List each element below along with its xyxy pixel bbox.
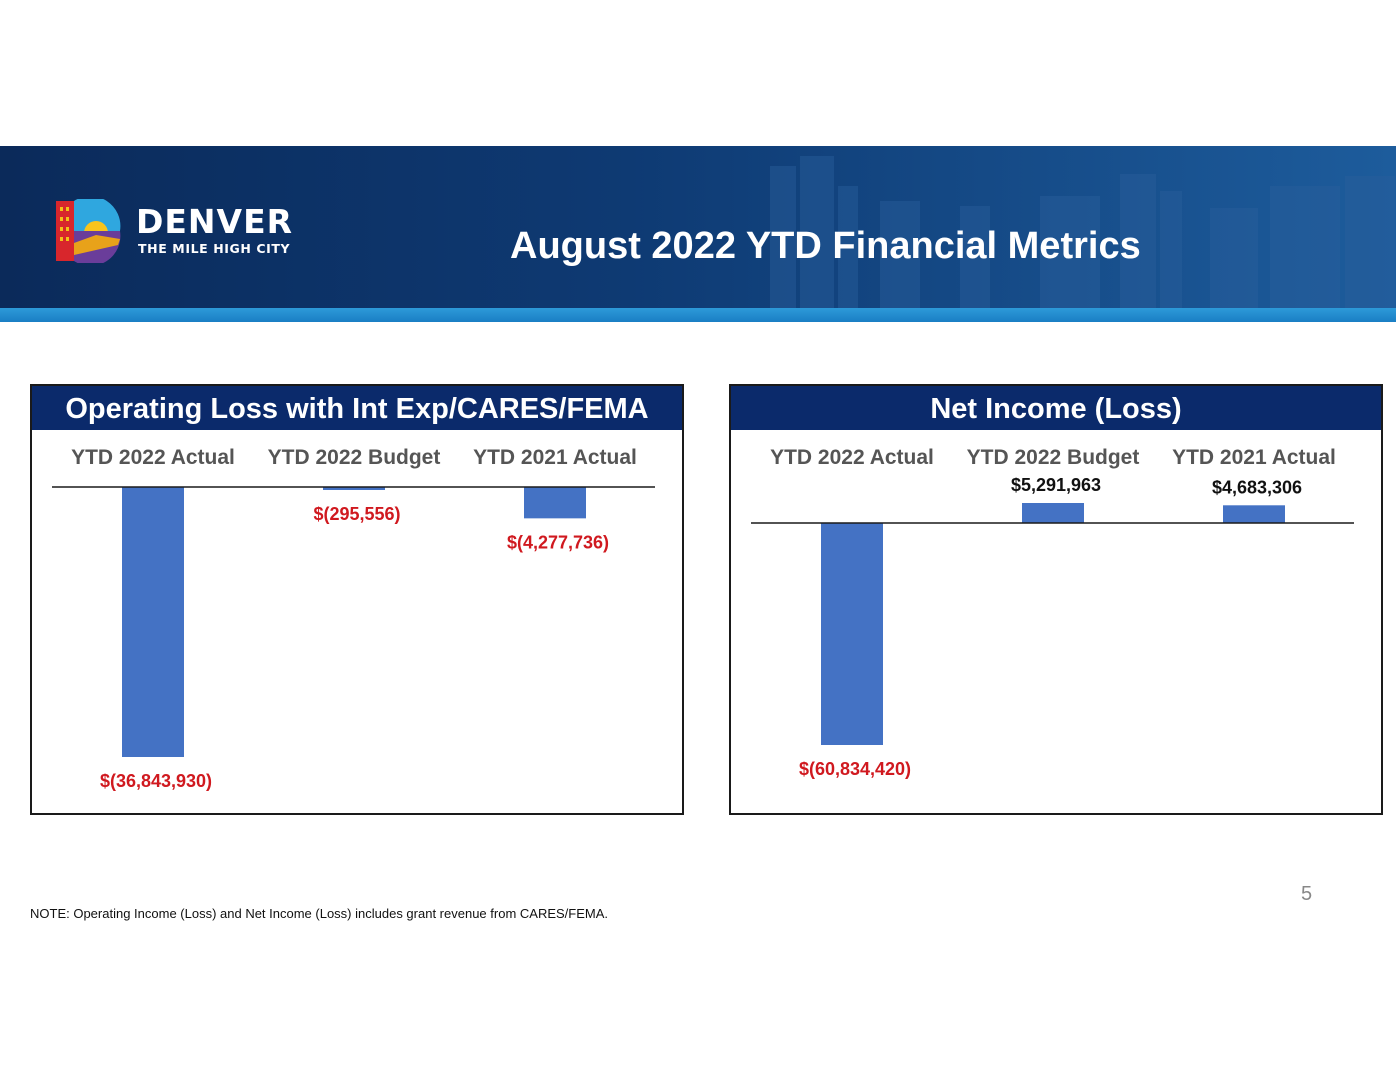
bar bbox=[1223, 505, 1285, 523]
bar bbox=[122, 487, 184, 757]
header-banner bbox=[0, 146, 1396, 308]
chart-title: Net Income (Loss) bbox=[731, 386, 1381, 430]
category-label: YTD 2022 Actual bbox=[770, 446, 934, 469]
category-label: YTD 2021 Actual bbox=[473, 446, 637, 469]
category-label: YTD 2022 Budget bbox=[268, 446, 441, 469]
bar bbox=[323, 487, 385, 490]
page-title: August 2022 YTD Financial Metrics bbox=[510, 225, 1141, 267]
net-income-chart: YTD 2022 Actual YTD 2022 Budget YTD 2021 A… bbox=[751, 446, 1354, 779]
chart-title: Operating Loss with Int Exp/CARES/FEMA bbox=[32, 386, 682, 430]
footnote: NOTE: Operating Income (Loss) and Net In… bbox=[30, 906, 609, 921]
data-label: $(36,843,930) bbox=[100, 771, 212, 791]
denver-logo-icon bbox=[56, 199, 121, 263]
operating-loss-panel: Operating Loss with Int Exp/CARES/FEMA Y… bbox=[30, 384, 684, 815]
logo-wordmark: DENVER bbox=[136, 202, 294, 241]
net-income-panel: Net Income (Loss) YTD 2022 Actual YTD 202… bbox=[729, 384, 1383, 815]
city-skyline-graphic bbox=[770, 156, 1395, 308]
bar bbox=[1022, 503, 1084, 523]
logo-tagline: THE MILE HIGH CITY bbox=[138, 241, 291, 256]
bar bbox=[821, 523, 883, 745]
data-label: $(4,277,736) bbox=[507, 532, 609, 552]
operating-loss-chart: YTD 2022 Actual YTD 2022 Budget YTD 2021 A… bbox=[52, 446, 655, 791]
data-label: $(60,834,420) bbox=[799, 759, 911, 779]
data-label: $5,291,963 bbox=[1011, 475, 1101, 495]
data-label: $(295,556) bbox=[313, 504, 400, 524]
bar bbox=[524, 487, 586, 519]
page-number: 5 bbox=[1301, 883, 1313, 905]
category-label: YTD 2022 Budget bbox=[967, 446, 1140, 469]
data-label: $4,683,306 bbox=[1212, 477, 1302, 497]
category-label: YTD 2021 Actual bbox=[1172, 446, 1336, 469]
category-label: YTD 2022 Actual bbox=[71, 446, 235, 469]
header-stripe bbox=[0, 308, 1396, 322]
